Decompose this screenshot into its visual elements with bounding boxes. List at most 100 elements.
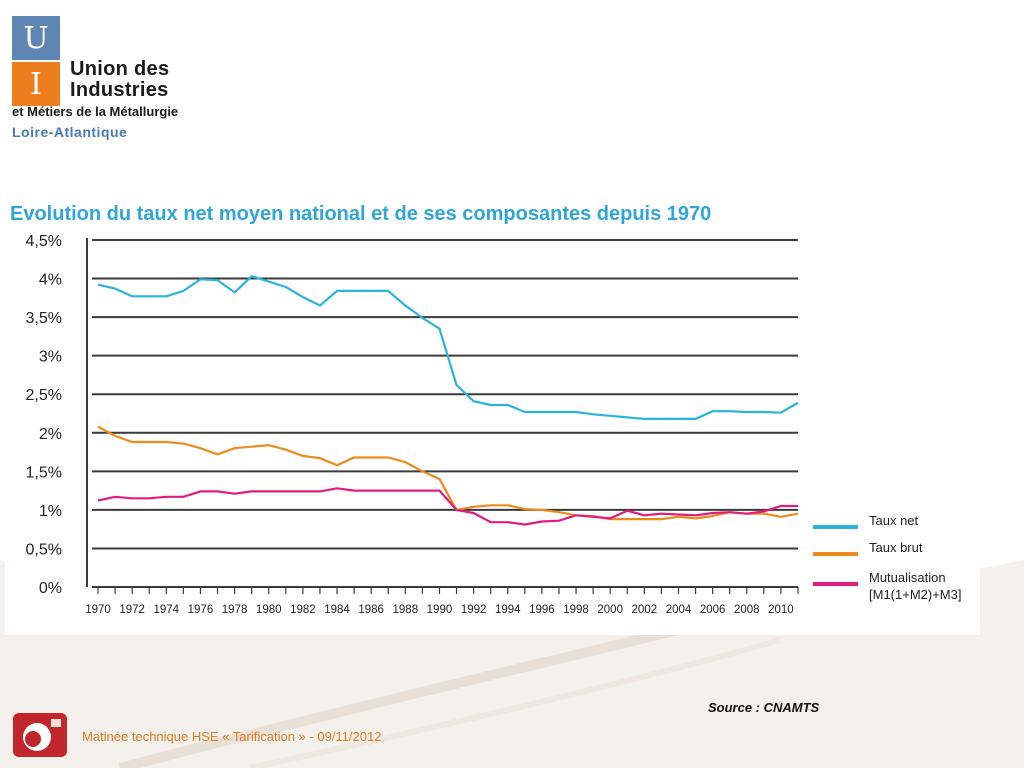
series-1-point bbox=[746, 411, 748, 413]
series-1-point bbox=[780, 412, 782, 414]
series-1-point bbox=[472, 400, 474, 402]
series-1-point bbox=[182, 290, 184, 292]
series-2-point bbox=[319, 457, 321, 459]
series-1-point bbox=[387, 290, 389, 292]
x-tick-label: 2004 bbox=[666, 604, 692, 616]
series-2-point bbox=[711, 515, 713, 517]
y-tick-label: 4% bbox=[39, 272, 62, 289]
series-3-point bbox=[677, 513, 679, 515]
series-3-point bbox=[472, 512, 474, 514]
line-chart: Evolution du taux net moyen national et … bbox=[10, 203, 961, 616]
series-2-point bbox=[660, 518, 662, 520]
series-3-point bbox=[626, 509, 628, 511]
series-2-point bbox=[114, 435, 116, 437]
series-line-2 bbox=[97, 425, 799, 521]
series-1-point bbox=[438, 327, 440, 329]
series-3-point bbox=[387, 489, 389, 491]
x-tick-label: 1982 bbox=[290, 604, 316, 616]
series-3-point bbox=[524, 523, 526, 525]
series-3-point bbox=[114, 496, 116, 498]
x-tick-label: 2000 bbox=[597, 604, 623, 616]
series-3-point bbox=[507, 521, 509, 523]
series-3-point bbox=[285, 490, 287, 492]
series-1-point bbox=[489, 404, 491, 406]
series-2-point bbox=[438, 478, 440, 480]
y-tick-label: 0,5% bbox=[26, 541, 62, 558]
series-3-point bbox=[592, 516, 594, 518]
series-2-point bbox=[268, 444, 270, 446]
x-tick-label: 1994 bbox=[495, 604, 521, 616]
series-2-point bbox=[643, 518, 645, 520]
series-2-point bbox=[421, 470, 423, 472]
logo-region: Loire-Atlantique bbox=[12, 124, 128, 140]
series-2-point bbox=[541, 509, 543, 511]
logo-name-line1: Union des bbox=[70, 58, 170, 80]
series-1-point bbox=[592, 413, 594, 415]
x-tick-label: 1998 bbox=[563, 604, 589, 616]
series-2-point bbox=[216, 453, 218, 455]
y-tick-label: 3% bbox=[39, 349, 62, 366]
x-tick-label: 1996 bbox=[529, 604, 555, 616]
series-1-point bbox=[609, 415, 611, 417]
series-2-point bbox=[131, 441, 133, 443]
series-2-point bbox=[233, 447, 235, 449]
series-3-point bbox=[216, 490, 218, 492]
series-3-point bbox=[319, 490, 321, 492]
x-tick-label: 1990 bbox=[427, 604, 453, 616]
logo-i-box: I bbox=[12, 62, 60, 106]
series-2-point bbox=[165, 441, 167, 443]
series-2-point bbox=[302, 455, 304, 457]
series-1-point bbox=[97, 284, 99, 286]
series-3-point bbox=[148, 497, 150, 499]
legend-label-2: Taux brut bbox=[869, 540, 923, 555]
series-2-point bbox=[199, 447, 201, 449]
legend-label-1: Taux net bbox=[869, 513, 919, 528]
series-3-point bbox=[438, 489, 440, 491]
y-tick-label: 0% bbox=[39, 580, 62, 597]
x-tick-label: 1972 bbox=[119, 604, 145, 616]
x-tick-label: 1984 bbox=[324, 604, 350, 616]
series-3-point bbox=[131, 497, 133, 499]
series-1-point bbox=[114, 287, 116, 289]
series-2-point bbox=[694, 517, 696, 519]
x-tick-label: 2010 bbox=[768, 604, 794, 616]
series-1-point bbox=[319, 304, 321, 306]
x-tick-label: 1992 bbox=[461, 604, 487, 616]
series-3-point bbox=[165, 496, 167, 498]
series-1-point bbox=[455, 384, 457, 386]
series-3-point bbox=[421, 489, 423, 491]
series-3-point bbox=[558, 519, 560, 521]
y-tick-label: 1% bbox=[39, 503, 62, 520]
x-tick-label: 1988 bbox=[393, 604, 419, 616]
series-1-point bbox=[216, 279, 218, 281]
series-3-point bbox=[97, 499, 99, 501]
series-line-1 bbox=[97, 275, 799, 420]
series-3-point bbox=[746, 513, 748, 515]
legend-label-3: Mutualisation bbox=[869, 570, 946, 585]
series-1-point bbox=[302, 296, 304, 298]
series-3-point bbox=[711, 512, 713, 514]
series-2-point bbox=[507, 504, 509, 506]
series-3-point bbox=[780, 505, 782, 507]
series-3-point bbox=[575, 514, 577, 516]
series-1-point bbox=[643, 418, 645, 420]
source-note: Source : CNAMTS bbox=[708, 700, 820, 715]
series-3-point bbox=[233, 492, 235, 494]
series-1-point bbox=[404, 304, 406, 306]
series-1-point bbox=[729, 410, 731, 412]
series-3-point bbox=[199, 490, 201, 492]
series-3-point bbox=[404, 489, 406, 491]
chart-title: Evolution du taux net moyen national et … bbox=[10, 203, 711, 225]
x-tick-label: 2008 bbox=[734, 604, 760, 616]
footer-logo-icon bbox=[13, 713, 67, 757]
series-2-point bbox=[780, 516, 782, 518]
series-3-point bbox=[660, 513, 662, 515]
series-1-point bbox=[626, 416, 628, 418]
series-3-point bbox=[268, 490, 270, 492]
x-tick-label: 1974 bbox=[153, 604, 179, 616]
x-tick-label: 1970 bbox=[85, 604, 111, 616]
logo-name-line2: Industries bbox=[70, 79, 169, 101]
series-1-point bbox=[336, 290, 338, 292]
series-2-point bbox=[387, 456, 389, 458]
series-3-point bbox=[797, 505, 799, 507]
